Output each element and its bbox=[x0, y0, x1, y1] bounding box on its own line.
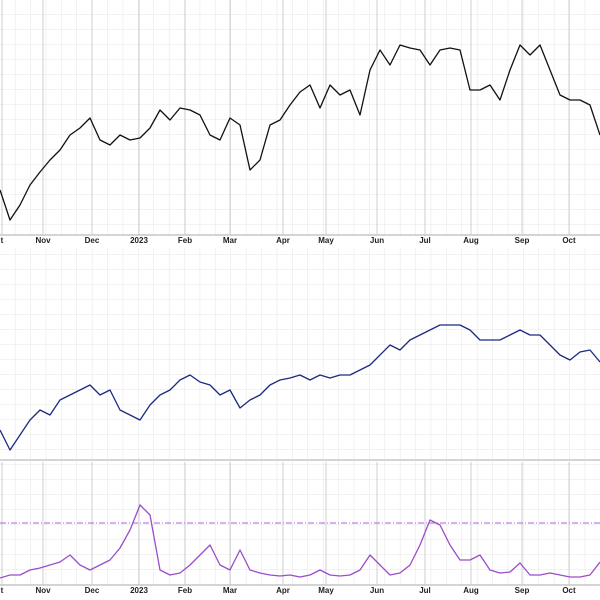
x-tick-label: Jun bbox=[370, 586, 384, 595]
x-tick-label: Feb bbox=[178, 586, 192, 595]
x-tick-label: Nov bbox=[35, 586, 51, 595]
x-tick-label: Apr bbox=[276, 236, 290, 245]
x-tick-label: May bbox=[318, 586, 334, 595]
x-tick-label: Jun bbox=[370, 236, 384, 245]
x-tick-label: Oct bbox=[562, 586, 576, 595]
minor-grid bbox=[0, 248, 600, 460]
x-tick-label: Dec bbox=[85, 236, 100, 245]
x-tick-label: Dec bbox=[85, 586, 100, 595]
minor-grid bbox=[0, 0, 600, 235]
x-tick-label: Mar bbox=[223, 236, 237, 245]
x-tick-label: Apr bbox=[276, 586, 290, 595]
x-tick-label: Jul bbox=[419, 236, 431, 245]
x-tick-label: Nov bbox=[35, 236, 51, 245]
x-tick-label: Sep bbox=[515, 236, 530, 245]
series-line bbox=[0, 44, 600, 221]
x-tick-label: Jul bbox=[419, 586, 431, 595]
x-tick-label: Oct bbox=[562, 236, 576, 245]
x-tick-label: 2023 bbox=[130, 586, 148, 595]
x-tick-label: May bbox=[318, 236, 334, 245]
x-tick-label: Mar bbox=[223, 586, 237, 595]
x-tick-label: t bbox=[1, 586, 4, 595]
x-tick-label: Feb bbox=[178, 236, 192, 245]
x-tick-label: 2023 bbox=[130, 236, 148, 245]
x-tick-label: Sep bbox=[515, 586, 530, 595]
series-line bbox=[0, 324, 600, 451]
series-line bbox=[0, 504, 600, 579]
x-tick-label: t bbox=[1, 236, 4, 245]
x-tick-label: Aug bbox=[463, 236, 479, 245]
x-tick-label: Aug bbox=[463, 586, 479, 595]
